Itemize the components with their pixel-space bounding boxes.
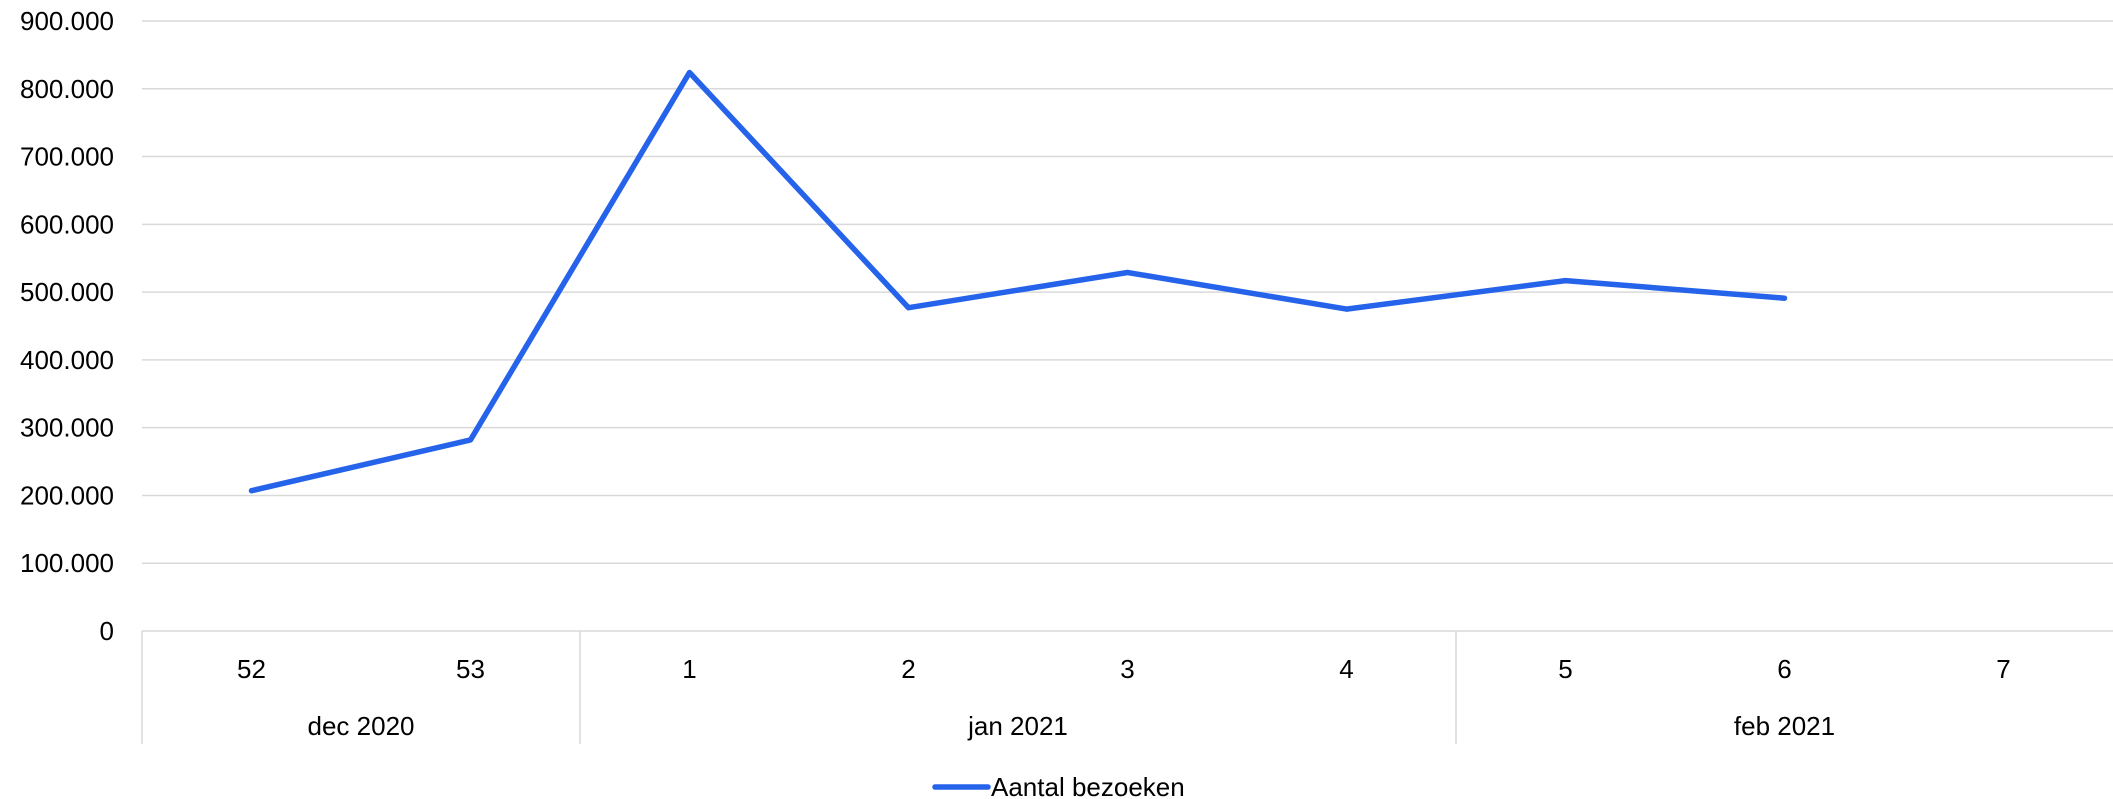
x-axis: 52 53 1 2 3 4 5 6 7 dec 2020 jan 2021 feb 2021	[141, 631, 2011, 744]
data-point	[906, 305, 911, 311]
data-point	[1344, 306, 1349, 312]
x-group-label: jan 2021	[967, 711, 1068, 741]
x-tick-label: 7	[1996, 654, 2010, 684]
x-tick-label: 2	[901, 654, 915, 684]
y-tick-label: 0	[100, 616, 114, 646]
y-tick-label: 900.000	[20, 6, 114, 36]
x-tick-label: 53	[456, 654, 485, 684]
y-tick-label: 100.000	[20, 548, 114, 578]
y-tick-label: 700.000	[20, 142, 114, 172]
data-point	[1782, 295, 1787, 301]
data-point	[1125, 269, 1130, 275]
x-group-label: dec 2020	[308, 711, 415, 741]
series-line	[248, 69, 1788, 494]
x-tick-label: 1	[682, 654, 696, 684]
legend: Aantal bezoeken	[932, 772, 1185, 799]
y-tick-label: 800.000	[20, 74, 114, 104]
y-tick-label: 500.000	[20, 277, 114, 307]
x-tick-label: 6	[1777, 654, 1791, 684]
x-group-label: feb 2021	[1734, 711, 1835, 741]
y-tick-label: 200.000	[20, 480, 114, 510]
x-tick-label: 5	[1558, 654, 1572, 684]
data-point	[687, 70, 692, 76]
y-tick-label: 300.000	[20, 413, 114, 443]
x-tick-label: 52	[237, 654, 266, 684]
y-tick-label: 600.000	[20, 209, 114, 239]
legend-label: Aantal bezoeken	[991, 772, 1185, 799]
y-axis-tick-labels: 0 100.000 200.000 300.000 400.000 500.000 600.…	[20, 6, 114, 646]
series-layer	[248, 69, 1788, 494]
x-tick-label: 4	[1339, 654, 1353, 684]
y-tick-label: 400.000	[20, 345, 114, 375]
gridlines	[142, 20, 2113, 632]
data-point	[1563, 278, 1568, 284]
data-point	[249, 488, 254, 494]
x-tick-label: 3	[1120, 654, 1134, 684]
data-point	[468, 437, 473, 443]
